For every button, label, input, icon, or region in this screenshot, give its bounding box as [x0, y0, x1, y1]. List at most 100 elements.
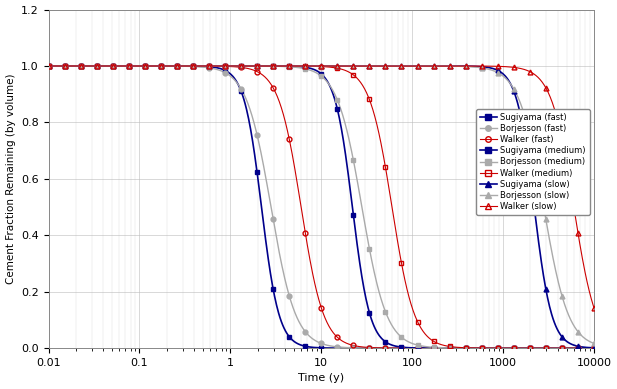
Borjesson (medium) [446, 345, 453, 350]
Sugiyama (medium) [478, 346, 486, 350]
Walker (fast) [238, 65, 245, 70]
Sugiyama (fast) [526, 346, 534, 350]
Walker (medium) [270, 64, 277, 68]
Sugiyama (medium) [205, 64, 213, 68]
Walker (slow) [526, 69, 534, 74]
Borjesson (slow) [430, 64, 437, 68]
Sugiyama (slow) [270, 64, 277, 68]
Sugiyama (slow) [558, 334, 566, 339]
Sugiyama (slow) [430, 64, 437, 68]
Sugiyama (slow) [61, 64, 68, 68]
Sugiyama (medium) [382, 340, 389, 344]
Sugiyama (fast) [286, 334, 293, 339]
Walker (slow) [45, 64, 52, 68]
Sugiyama (slow) [446, 64, 453, 68]
Sugiyama (fast) [254, 170, 261, 175]
Walker (medium) [350, 72, 357, 77]
Sugiyama (fast) [189, 64, 197, 68]
Borjesson (fast) [350, 345, 357, 350]
Borjesson (slow) [494, 70, 502, 75]
Borjesson (fast) [430, 346, 437, 350]
Walker (medium) [61, 64, 68, 68]
Borjesson (slow) [478, 65, 486, 70]
Borjesson (fast) [45, 64, 52, 68]
Sugiyama (medium) [109, 64, 117, 68]
Walker (slow) [238, 64, 245, 68]
Walker (medium) [318, 64, 325, 69]
Sugiyama (medium) [302, 65, 309, 70]
Borjesson (fast) [302, 329, 309, 334]
Borjesson (medium) [109, 64, 117, 68]
Borjesson (slow) [366, 64, 373, 68]
Walker (slow) [350, 64, 357, 68]
Walker (fast) [109, 64, 117, 68]
Walker (slow) [93, 64, 101, 68]
Sugiyama (slow) [350, 64, 357, 68]
Sugiyama (fast) [302, 344, 309, 349]
Sugiyama (fast) [157, 64, 165, 68]
Walker (fast) [270, 86, 277, 90]
Borjesson (fast) [270, 217, 277, 222]
Borjesson (slow) [334, 64, 341, 68]
Walker (slow) [494, 64, 502, 68]
Sugiyama (slow) [77, 64, 85, 68]
Walker (fast) [222, 64, 229, 68]
Walker (slow) [270, 64, 277, 68]
Borjesson (fast) [205, 65, 213, 70]
Sugiyama (fast) [478, 346, 486, 350]
Line: Borjesson (slow): Borjesson (slow) [46, 63, 597, 346]
Sugiyama (medium) [510, 346, 518, 350]
Borjesson (slow) [542, 217, 550, 222]
Sugiyama (medium) [222, 64, 229, 68]
Borjesson (medium) [93, 64, 101, 68]
Walker (fast) [93, 64, 101, 68]
Walker (medium) [189, 64, 197, 68]
Borjesson (medium) [590, 346, 598, 350]
Borjesson (slow) [222, 64, 229, 68]
Borjesson (medium) [478, 346, 486, 350]
Walker (slow) [558, 137, 566, 141]
Walker (fast) [366, 345, 373, 350]
Walker (slow) [590, 305, 598, 310]
Sugiyama (medium) [254, 64, 261, 68]
Borjesson (slow) [238, 64, 245, 68]
Walker (slow) [141, 64, 149, 68]
Sugiyama (fast) [590, 346, 598, 350]
Borjesson (medium) [222, 64, 229, 68]
Borjesson (medium) [462, 346, 470, 350]
Walker (fast) [318, 305, 325, 310]
Borjesson (fast) [61, 64, 68, 68]
Sugiyama (slow) [526, 170, 534, 175]
Borjesson (fast) [157, 64, 165, 68]
Sugiyama (medium) [334, 107, 341, 111]
Borjesson (medium) [238, 64, 245, 68]
Sugiyama (fast) [93, 64, 101, 68]
Borjesson (medium) [45, 64, 52, 68]
Sugiyama (slow) [238, 64, 245, 68]
Walker (slow) [77, 64, 85, 68]
Line: Borjesson (fast): Borjesson (fast) [46, 63, 597, 350]
Sugiyama (medium) [350, 212, 357, 217]
Borjesson (medium) [318, 74, 325, 79]
Walker (slow) [286, 64, 293, 68]
Walker (medium) [478, 346, 486, 350]
Borjesson (fast) [334, 345, 341, 349]
Borjesson (fast) [77, 64, 85, 68]
Walker (slow) [157, 64, 165, 68]
Borjesson (medium) [430, 345, 437, 350]
Line: Walker (slow): Walker (slow) [46, 63, 597, 310]
Sugiyama (medium) [526, 346, 534, 350]
Borjesson (medium) [350, 158, 357, 162]
Sugiyama (fast) [45, 64, 52, 68]
Walker (slow) [398, 64, 405, 68]
Sugiyama (medium) [462, 346, 470, 350]
Borjesson (medium) [141, 64, 149, 68]
Walker (fast) [45, 64, 52, 68]
Walker (fast) [254, 69, 261, 74]
Sugiyama (medium) [238, 64, 245, 68]
Sugiyama (fast) [61, 64, 68, 68]
Walker (slow) [542, 86, 550, 90]
Borjesson (fast) [574, 346, 582, 350]
Sugiyama (slow) [93, 64, 101, 68]
Line: Sugiyama (medium): Sugiyama (medium) [46, 63, 597, 350]
